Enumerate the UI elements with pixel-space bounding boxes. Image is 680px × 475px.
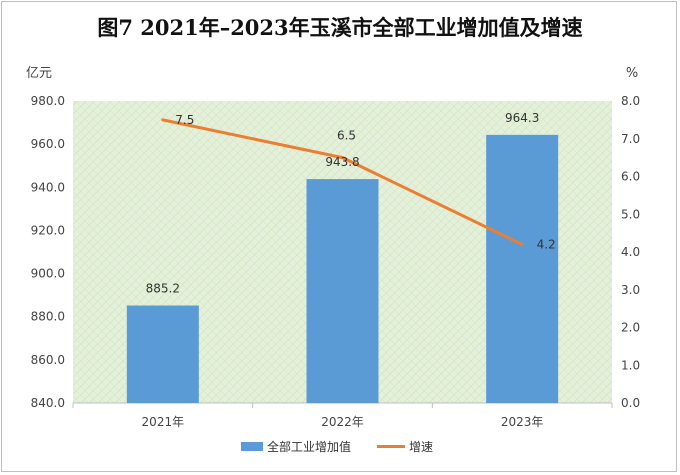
y-right-tick-label: 5.0 xyxy=(621,207,640,221)
line-data-label: 4.2 xyxy=(537,237,556,251)
bar[interactable] xyxy=(306,179,379,403)
y-left-tick-label: 960.0 xyxy=(31,137,65,151)
line-data-label: 6.5 xyxy=(337,129,356,143)
y-right-tick-label: 0.0 xyxy=(621,396,640,410)
y-right-tick-label: 1.0 xyxy=(621,358,640,372)
bar-data-label: 943.8 xyxy=(325,155,359,169)
y-left-tick-label: 880.0 xyxy=(31,310,65,324)
y-left-tick-label: 920.0 xyxy=(31,223,65,237)
y-right-tick-label: 2.0 xyxy=(621,321,640,335)
chart-title: 图7 2021年–2023年玉溪市全部工业增加值及增速 xyxy=(97,15,583,40)
legend-swatch-bar xyxy=(241,442,263,451)
legend-label-line: 增速 xyxy=(409,440,433,454)
x-tick-label: 2023年 xyxy=(501,415,544,429)
bar-data-label: 885.2 xyxy=(146,281,180,295)
x-tick-label: 2022年 xyxy=(321,415,364,429)
line-data-label: 7.5 xyxy=(175,113,194,127)
bar[interactable] xyxy=(486,134,559,404)
y-right-tick-label: 3.0 xyxy=(621,283,640,297)
legend-label-bar: 全部工业增加值 xyxy=(267,439,351,454)
y-right-unit: % xyxy=(626,66,638,81)
y-right-tick-label: 6.0 xyxy=(621,170,640,184)
x-tick-label: 2021年 xyxy=(142,415,185,429)
y-right-tick-label: 8.0 xyxy=(621,94,640,108)
bar[interactable] xyxy=(126,305,199,403)
y-left-tick-label: 900.0 xyxy=(31,267,65,281)
y-right-tick-label: 7.0 xyxy=(621,132,640,146)
y-left-tick-label: 840.0 xyxy=(31,396,65,410)
y-right-tick-label: 4.0 xyxy=(621,245,640,259)
line-point[interactable] xyxy=(341,156,344,160)
y-left-tick-label: 980.0 xyxy=(31,94,65,108)
y-left-unit: 亿元 xyxy=(26,66,52,81)
y-left-tick-label: 940.0 xyxy=(31,180,65,194)
line-point[interactable] xyxy=(161,118,165,122)
line-point[interactable] xyxy=(520,242,524,246)
bar-data-label: 964.3 xyxy=(505,111,539,125)
y-left-tick-label: 860.0 xyxy=(31,353,65,367)
